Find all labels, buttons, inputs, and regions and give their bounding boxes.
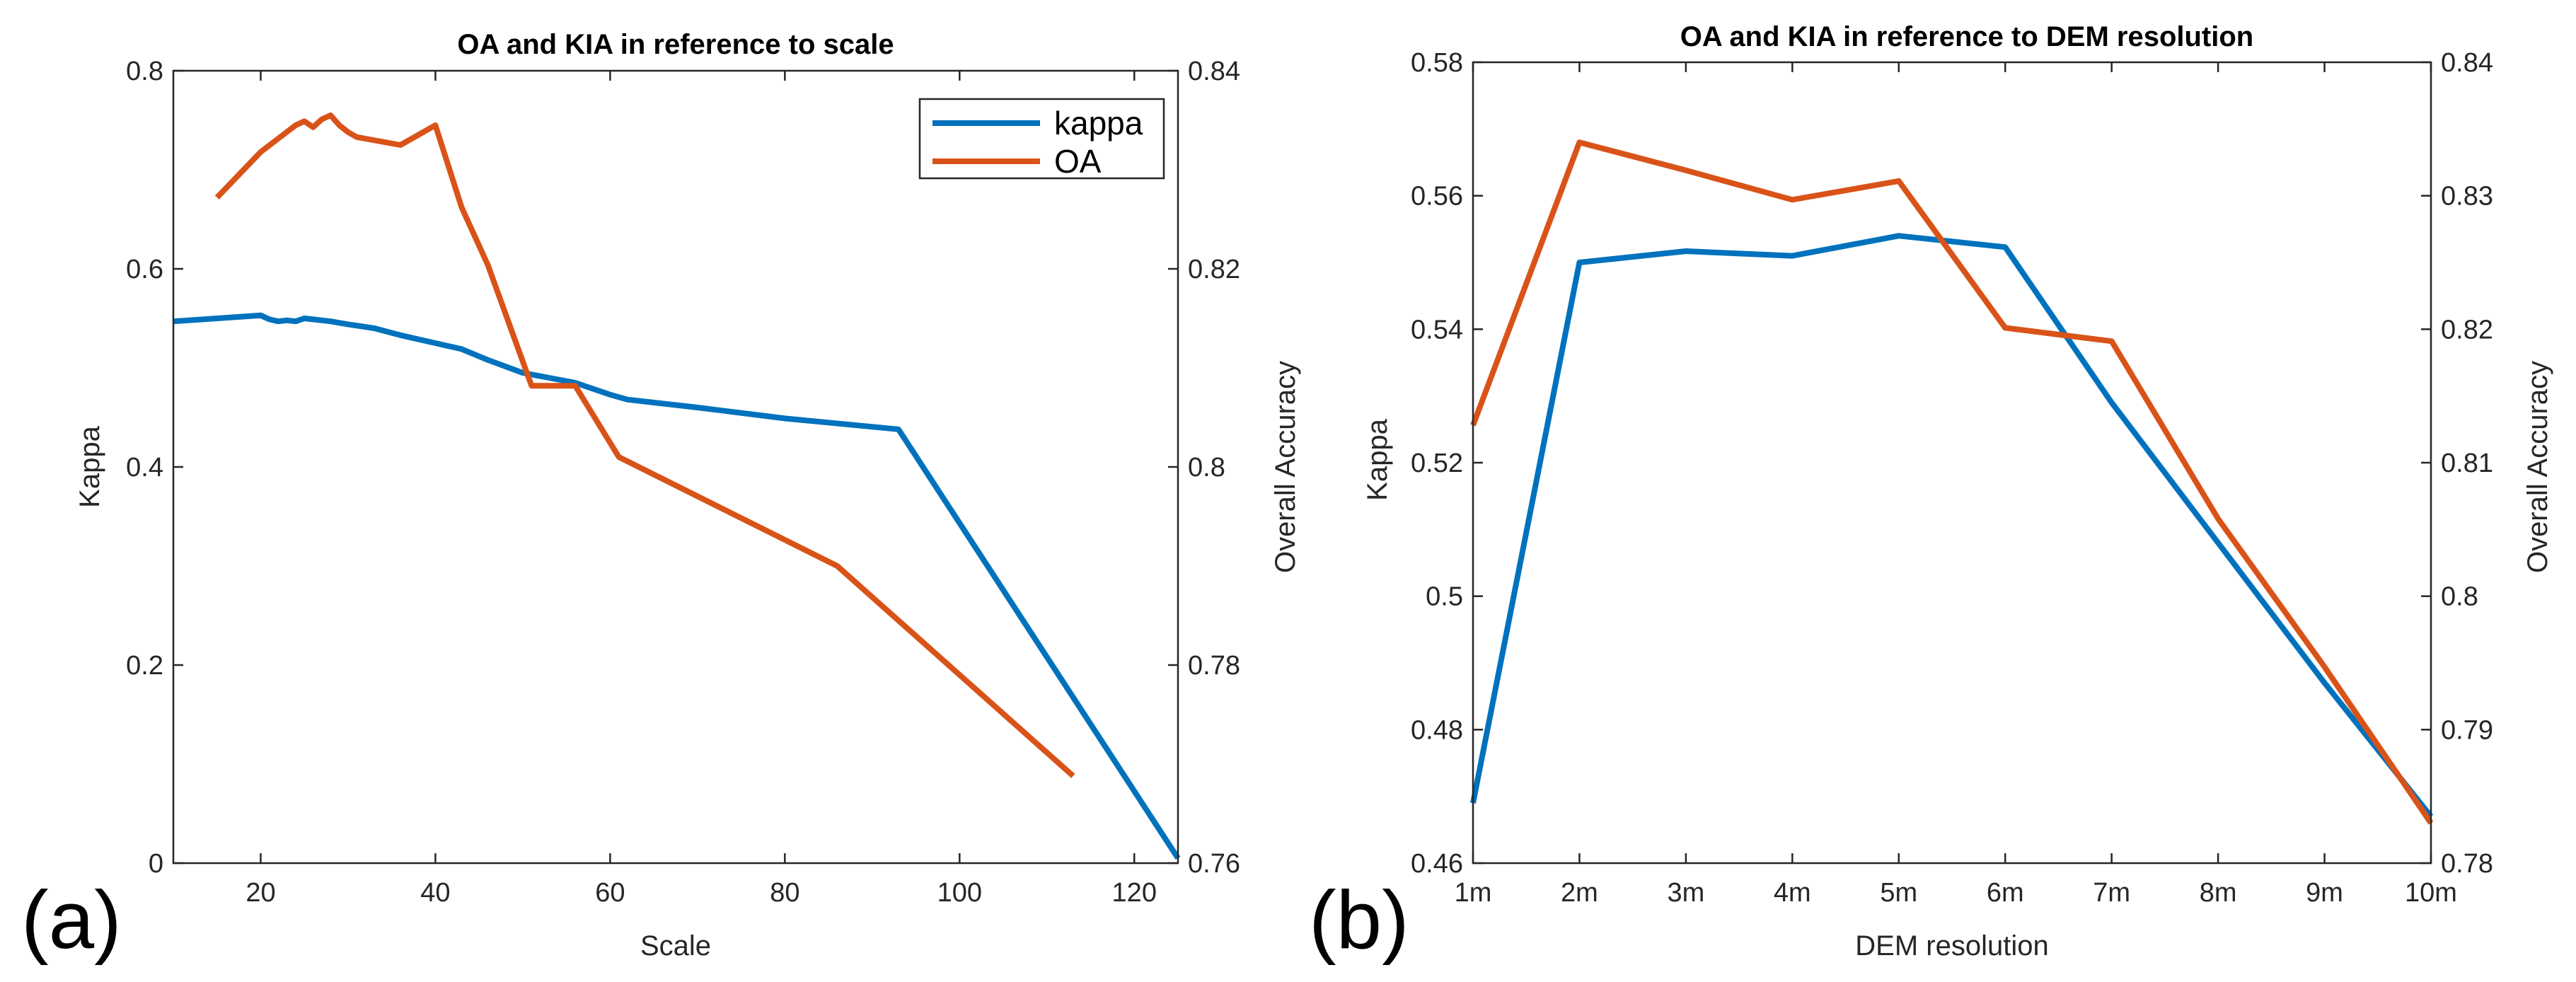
x-axis-label-a: Scale: [640, 930, 711, 961]
y-tick-label-a: 0.6: [126, 255, 163, 284]
x-tick-label-b: 2m: [1561, 878, 1598, 908]
y2-tick-label-b: 0.83: [2441, 182, 2493, 212]
x-tick-label-b: 10m: [2405, 878, 2457, 908]
panel-label-a: (a): [21, 874, 122, 966]
y-tick-label-b: 0.58: [1411, 48, 1463, 78]
y2-tick-label-a: 0.78: [1188, 651, 1240, 681]
y2-tick-label-b: 0.84: [2441, 48, 2493, 78]
axes-a: 20 40 60 80 100 120 0 0.2 0.4 0.6 0.8 0.76 0.78 0.8 0.…: [126, 57, 1240, 908]
chart-panel-a: OA and KIA in reference to scale 20 40 60 8…: [21, 29, 1301, 966]
legend-a: kappa OA: [918, 98, 1165, 180]
y2-axis-label-b: Overall Accuracy: [2522, 361, 2553, 573]
x-tick-label-b: 9m: [2306, 878, 2343, 908]
y-tick-label-a: 0.8: [126, 57, 163, 86]
y2-tick-label-b: 0.78: [2441, 849, 2493, 879]
y2-tick-label-a: 0.8: [1188, 453, 1225, 483]
x-tick-label-b: 8m: [2200, 878, 2237, 908]
y-axis-label-b: Kappa: [1362, 418, 1393, 500]
x-tick-label-b: 3m: [1667, 878, 1704, 908]
x-tick-label-b: 1m: [1455, 878, 1492, 908]
y2-tick-label-b: 0.82: [2441, 315, 2493, 345]
x-tick-label-a: 40: [420, 878, 450, 908]
y-tick-label-b: 0.52: [1411, 449, 1463, 478]
series-group-b: [1470, 139, 2434, 825]
plot-area-b: [1473, 62, 2431, 863]
y-tick-label-b: 0.56: [1411, 182, 1463, 212]
y2-tick-label-b: 0.79: [2441, 715, 2493, 745]
x-tick-label-a: 20: [246, 878, 275, 908]
y2-tick-label-a: 0.76: [1188, 849, 1240, 879]
y-tick-label-b: 0.5: [1426, 582, 1463, 612]
x-tick-label-a: 60: [595, 878, 625, 908]
legend-box: [918, 98, 1165, 180]
axes-box-a: [172, 69, 1179, 865]
x-tick-label-b: 4m: [1774, 878, 1811, 908]
legend-label-kappa: kappa: [1054, 105, 1143, 141]
series-group-a: [173, 112, 1181, 860]
y2-tick-label-a: 0.82: [1188, 255, 1240, 284]
x-tick-label-b: 6m: [1987, 878, 2024, 908]
y-tick-label-b: 0.46: [1411, 849, 1463, 879]
y-tick-label-a: 0.2: [126, 651, 163, 681]
series-line-kappa-a: [173, 312, 1181, 860]
panel-label-b: (b): [1309, 874, 1409, 966]
y2-tick-label-b: 0.81: [2441, 449, 2493, 478]
y2-axis-label-a: Overall Accuracy: [1270, 361, 1301, 573]
chart-panel-b: OA and KIA in reference to DEM resolutio…: [1309, 21, 2553, 966]
x-tick-label-a: 120: [1112, 878, 1157, 908]
plot-area-a: [173, 71, 1178, 863]
y-tick-label-a: 0.4: [126, 453, 163, 483]
y-tick-label-b: 0.48: [1411, 715, 1463, 745]
axes-box-b: [1472, 61, 2432, 865]
series-line-oa-a: [214, 112, 1075, 778]
y2-tick-label-a: 0.84: [1188, 57, 1240, 86]
chart-title-a: OA and KIA in reference to scale: [457, 29, 894, 60]
chart-title-b: OA and KIA in reference to DEM resolutio…: [1680, 21, 2253, 52]
y-tick-label-a: 0: [149, 849, 163, 879]
x-tick-label-a: 80: [770, 878, 799, 908]
x-tick-label-b: 5m: [1880, 878, 1917, 908]
axes-b: 1m 2m 3m 4m 5m 6m 7m 8m 9m 10m 0.46 0.48 0.5 0.52 0.54…: [1411, 48, 2493, 908]
series-line-oa-b: [1470, 139, 2434, 825]
y-tick-label-b: 0.54: [1411, 315, 1463, 345]
legend-label-oa: OA: [1054, 143, 1102, 180]
x-axis-label-b: DEM resolution: [1855, 930, 2048, 961]
x-tick-label-b: 7m: [2093, 878, 2130, 908]
x-tick-label-a: 100: [937, 878, 982, 908]
y2-tick-label-b: 0.8: [2441, 582, 2478, 612]
series-line-kappa-b: [1470, 233, 2434, 819]
y-axis-label-a: Kappa: [74, 425, 105, 507]
